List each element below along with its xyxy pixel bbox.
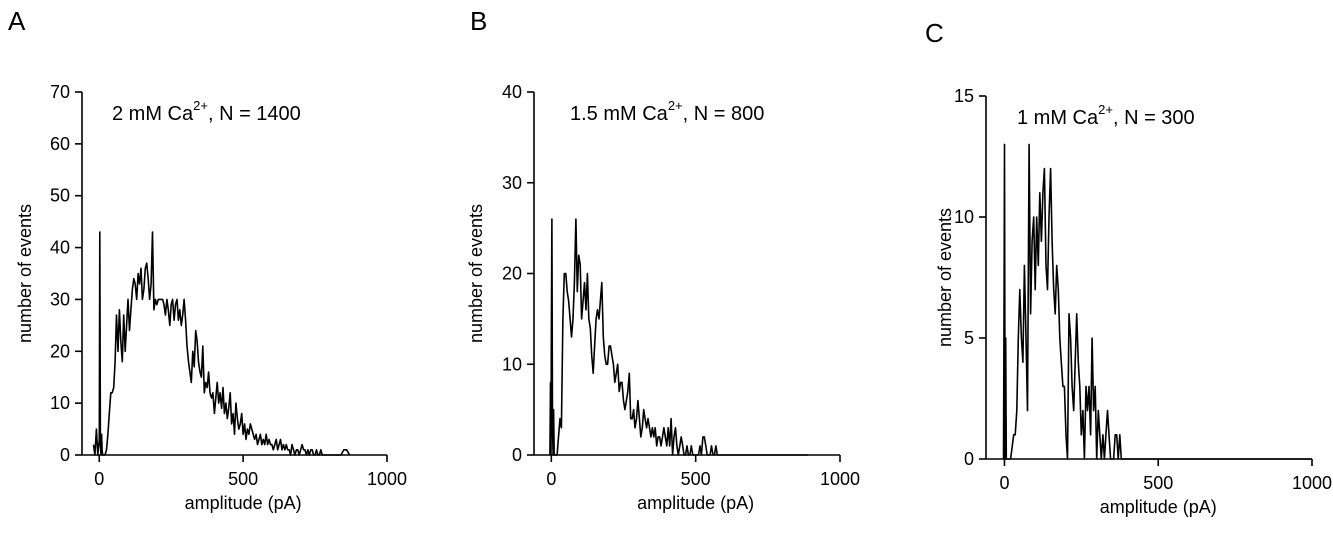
- panel-b-y-tick-label: 10: [502, 354, 522, 374]
- panel-c-annotation: 1 mM Ca2+, N = 300: [1017, 102, 1195, 129]
- panel-a-annotation-prefix: 2 mM Ca: [112, 103, 194, 125]
- panel-b-y-tick-label: 0: [512, 445, 522, 465]
- panel-a-annotation-suffix: , N = 1400: [208, 103, 301, 125]
- panel-c-y-tick-label: 5: [964, 328, 974, 348]
- panel-b-letter: B: [470, 6, 487, 36]
- panel-c-x-tick-label: 1000: [1292, 473, 1332, 493]
- panel-a-y-label: number of events: [15, 204, 35, 343]
- panel-b-series-line: [549, 218, 809, 456]
- panel-b-y-tick-label: 40: [502, 82, 522, 102]
- panel-c-annotation-prefix: 1 mM Ca: [1017, 107, 1099, 129]
- panel-b: B 0 10 20 30 40 0 500 1000 amplitude (pA) number o…: [466, 6, 860, 513]
- panel-b-y-tick-label: 20: [502, 264, 522, 284]
- panel-b-annotation-prefix: 1.5 mM Ca: [570, 103, 669, 125]
- panel-a-x-tick-label: 0: [94, 469, 104, 489]
- panel-c-y-tick-label: 10: [954, 207, 974, 227]
- panel-c-letter: C: [925, 18, 944, 48]
- panel-a-letter: A: [8, 6, 26, 36]
- panel-b-x-tick-label: 1000: [820, 469, 860, 489]
- panel-c-annotation-suffix: , N = 300: [1113, 107, 1195, 129]
- panel-c-y-tick-label: 15: [954, 86, 974, 106]
- panel-a-annotation: 2 mM Ca2+, N = 1400: [112, 98, 301, 125]
- panel-c-annotation-sup: 2+: [1098, 102, 1113, 117]
- panel-b-x-tick-label: 500: [681, 469, 711, 489]
- panel-c-y-tick-label: 0: [964, 449, 974, 469]
- panel-b-annotation: 1.5 mM Ca2+, N = 800: [570, 98, 764, 125]
- panel-b-annotation-suffix: , N = 800: [683, 103, 765, 125]
- panel-c-y-label: number of events: [935, 208, 955, 347]
- panel-c-x-tick-label: 0: [999, 473, 1009, 493]
- panel-a-x-tick-label: 500: [228, 469, 258, 489]
- panel-b-y-label: number of events: [466, 204, 486, 343]
- panel-c-x-label: amplitude (pA): [1100, 497, 1217, 517]
- panel-c-series-line: [1002, 143, 1312, 460]
- panel-a-x-label: amplitude (pA): [185, 493, 302, 513]
- panel-a: A 0 10 20 30 40 50 60 70 0 500 1000 amplitude (pA) nu…: [8, 6, 407, 513]
- panel-b-annotation-sup: 2+: [668, 98, 683, 113]
- panel-a-y-tick-label: 50: [50, 186, 70, 206]
- panel-a-y-tick-label: 0: [60, 445, 70, 465]
- panel-a-annotation-sup: 2+: [193, 98, 208, 113]
- panel-a-y-tick-label: 60: [50, 134, 70, 154]
- panel-c-x-tick-label: 500: [1143, 473, 1173, 493]
- panel-b-y-tick-label: 30: [502, 173, 522, 193]
- panel-b-x-tick-label: 0: [546, 469, 556, 489]
- panel-a-y-tick-label: 30: [50, 289, 70, 309]
- panel-b-x-label: amplitude (pA): [637, 493, 754, 513]
- panel-a-y-tick-label: 10: [50, 393, 70, 413]
- panel-a-x-tick-label: 1000: [367, 469, 407, 489]
- panel-a-y-tick-label: 70: [50, 82, 70, 102]
- panel-a-y-tick-label: 40: [50, 238, 70, 258]
- panel-c: C 0 5 10 15 0 500 1000 amplitude (pA) number of e…: [925, 18, 1332, 517]
- panel-a-series-line: [92, 231, 351, 456]
- panel-a-y-tick-label: 20: [50, 341, 70, 361]
